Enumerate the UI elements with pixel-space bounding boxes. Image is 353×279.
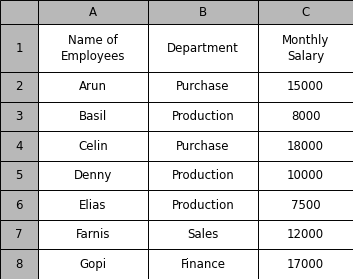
Text: A: A (89, 6, 97, 18)
Text: 8000: 8000 (291, 110, 320, 123)
Bar (0, 0, 38, 24)
Bar (148, 190, 258, 220)
Bar (258, 102, 353, 131)
Bar (0, 190, 38, 220)
Bar (148, 102, 258, 131)
Text: 1: 1 (15, 42, 23, 55)
Text: 3: 3 (15, 110, 23, 123)
Text: 8: 8 (15, 258, 23, 271)
Bar (148, 24, 258, 72)
Bar (148, 0, 258, 24)
Text: Production: Production (172, 110, 234, 123)
Text: Gopi: Gopi (79, 258, 107, 271)
Bar (38, 249, 148, 279)
Text: Farnis: Farnis (76, 228, 110, 241)
Text: C: C (301, 6, 310, 18)
Text: 17000: 17000 (287, 258, 324, 271)
Bar (0, 72, 38, 102)
Text: 7: 7 (15, 228, 23, 241)
Bar (148, 72, 258, 102)
Text: Name of
Employees: Name of Employees (61, 34, 125, 63)
Text: Finance: Finance (180, 258, 226, 271)
Bar (148, 220, 258, 249)
Text: 12000: 12000 (287, 228, 324, 241)
Bar (0, 131, 38, 161)
Bar (38, 72, 148, 102)
Bar (258, 131, 353, 161)
Bar (258, 249, 353, 279)
Text: Arun: Arun (79, 80, 107, 93)
Bar (38, 220, 148, 249)
Bar (0, 161, 38, 190)
Bar (258, 220, 353, 249)
Bar (258, 190, 353, 220)
Text: Purchase: Purchase (176, 140, 230, 153)
Bar (38, 131, 148, 161)
Bar (258, 24, 353, 72)
Text: Denny: Denny (74, 169, 112, 182)
Bar (38, 102, 148, 131)
Bar (148, 131, 258, 161)
Text: Elias: Elias (79, 199, 107, 212)
Bar (148, 161, 258, 190)
Bar (0, 220, 38, 249)
Bar (0, 24, 38, 72)
Text: 10000: 10000 (287, 169, 324, 182)
Text: Sales: Sales (187, 228, 219, 241)
Bar (258, 161, 353, 190)
Bar (38, 161, 148, 190)
Text: B: B (199, 6, 207, 18)
Text: 7500: 7500 (291, 199, 320, 212)
Text: Basil: Basil (79, 110, 107, 123)
Text: 4: 4 (15, 140, 23, 153)
Bar (38, 24, 148, 72)
Text: Celin: Celin (78, 140, 108, 153)
Text: 2: 2 (15, 80, 23, 93)
Bar (38, 190, 148, 220)
Text: 6: 6 (15, 199, 23, 212)
Bar (148, 249, 258, 279)
Text: Monthly
Salary: Monthly Salary (282, 34, 329, 63)
Bar (0, 102, 38, 131)
Bar (258, 72, 353, 102)
Bar (258, 0, 353, 24)
Text: Department: Department (167, 42, 239, 55)
Text: 5: 5 (15, 169, 23, 182)
Text: Production: Production (172, 199, 234, 212)
Bar (0, 249, 38, 279)
Text: Purchase: Purchase (176, 80, 230, 93)
Text: Production: Production (172, 169, 234, 182)
Text: 15000: 15000 (287, 80, 324, 93)
Text: 18000: 18000 (287, 140, 324, 153)
Bar (38, 0, 148, 24)
